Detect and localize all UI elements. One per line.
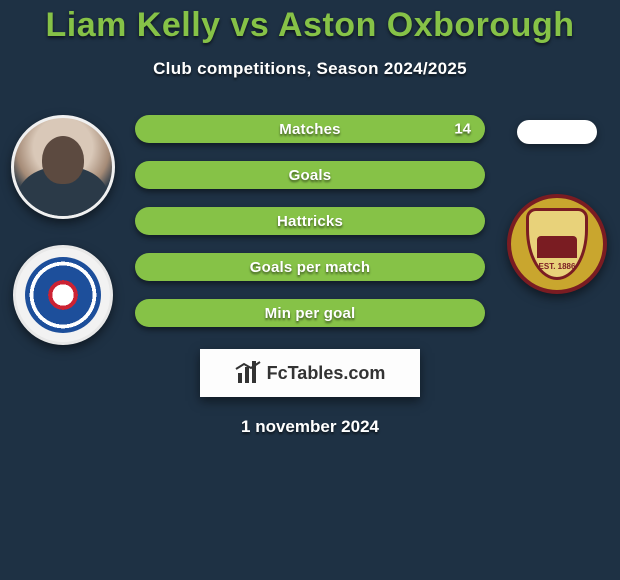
stat-label: Goals per match [250,259,371,276]
comparison-panel: Matches 14 Goals Hattricks Goals per mat… [0,115,620,327]
badge-est-text: EST. 1886 [539,262,576,271]
bar-chart-icon [235,361,261,385]
player-photo-right-placeholder [517,120,597,144]
stat-label: Min per goal [265,305,356,322]
stat-bar-min-per-goal: Min per goal [135,299,485,327]
stat-bar-goals-per-match: Goals per match [135,253,485,281]
stat-label: Goals [289,167,332,184]
date-text: 1 november 2024 [0,417,620,437]
stat-label: Hattricks [277,213,343,230]
stat-bar-hattricks: Hattricks [135,207,485,235]
club-badge-motherwell: EST. 1886 [507,194,607,294]
watermark-badge: FcTables.com [200,349,420,397]
right-player-column: EST. 1886 [502,115,612,294]
stat-bar-goals: Goals [135,161,485,189]
stats-bars: Matches 14 Goals Hattricks Goals per mat… [135,115,485,327]
left-player-column [8,115,118,345]
subtitle: Club competitions, Season 2024/2025 [0,59,620,79]
stat-label: Matches [279,121,340,138]
watermark-text: FcTables.com [267,363,386,384]
stat-value-right: 14 [454,121,471,138]
player-photo-left [11,115,115,219]
page-title: Liam Kelly vs Aston Oxborough [0,0,620,45]
club-badge-rangers [13,245,113,345]
stat-bar-matches: Matches 14 [135,115,485,143]
